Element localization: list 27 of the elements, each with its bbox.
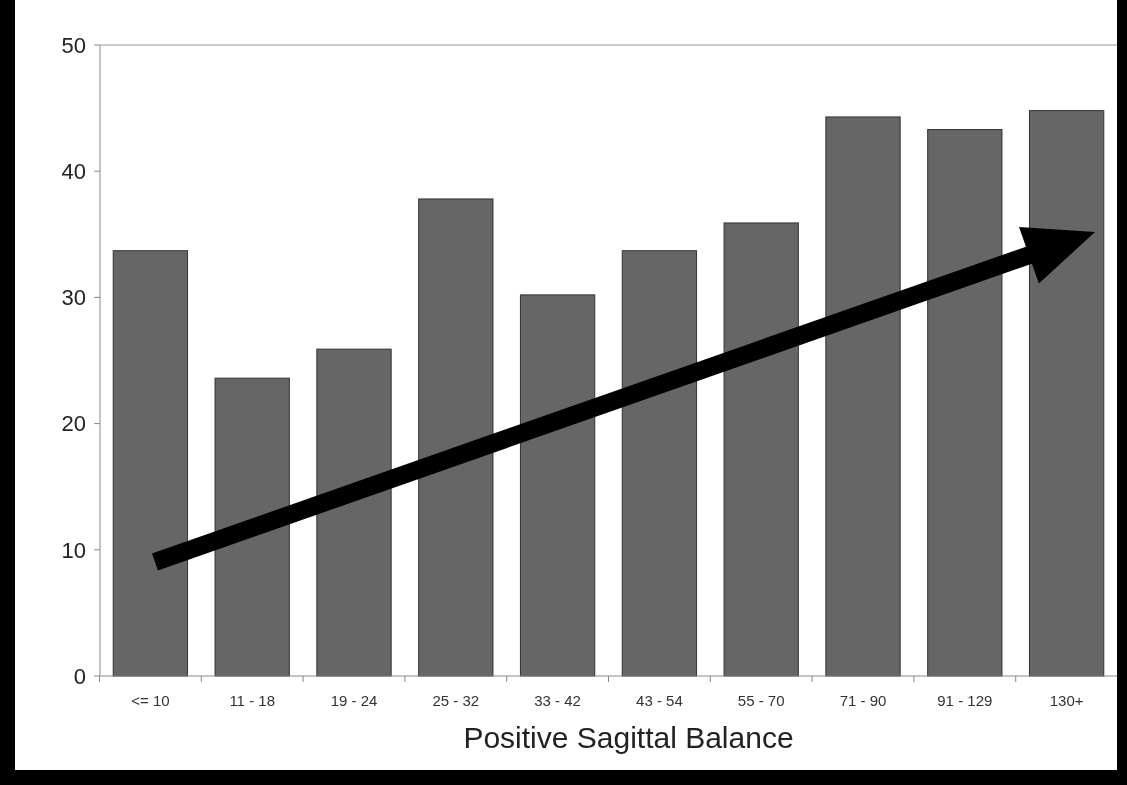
x-tick-label: 130+ xyxy=(1049,692,1084,709)
bar xyxy=(316,348,392,677)
x-tick-label: 71 - 90 xyxy=(839,692,887,709)
bar xyxy=(112,250,189,677)
y-tick-label: 30 xyxy=(61,285,86,311)
y-tick-label: 20 xyxy=(61,411,86,437)
x-tick-label: 43 - 54 xyxy=(636,692,683,709)
y-tick-label: 50 xyxy=(61,32,86,58)
bar xyxy=(418,198,494,677)
x-tick-label: 25 - 32 xyxy=(432,692,480,709)
bar xyxy=(825,116,901,677)
y-tick-label: 0 xyxy=(73,663,86,689)
y-tick-label: 10 xyxy=(61,537,86,563)
x-axis-title: Positive Sagittal Balance xyxy=(463,721,794,754)
bar xyxy=(214,377,290,677)
x-tick-label: 19 - 24 xyxy=(330,692,378,709)
x-tick-label: 55 - 70 xyxy=(737,692,785,709)
x-tick-label: <= 10 xyxy=(131,692,170,709)
bar xyxy=(621,250,698,677)
bar xyxy=(927,129,1003,677)
x-tick-label: 11 - 18 xyxy=(229,692,275,709)
y-tick-label: 40 xyxy=(61,158,86,184)
x-tick-label: 91 - 129 xyxy=(937,692,993,709)
bar xyxy=(519,294,596,677)
x-tick-label: 33 - 42 xyxy=(534,692,581,709)
bar xyxy=(1028,110,1105,677)
bar xyxy=(723,222,799,677)
